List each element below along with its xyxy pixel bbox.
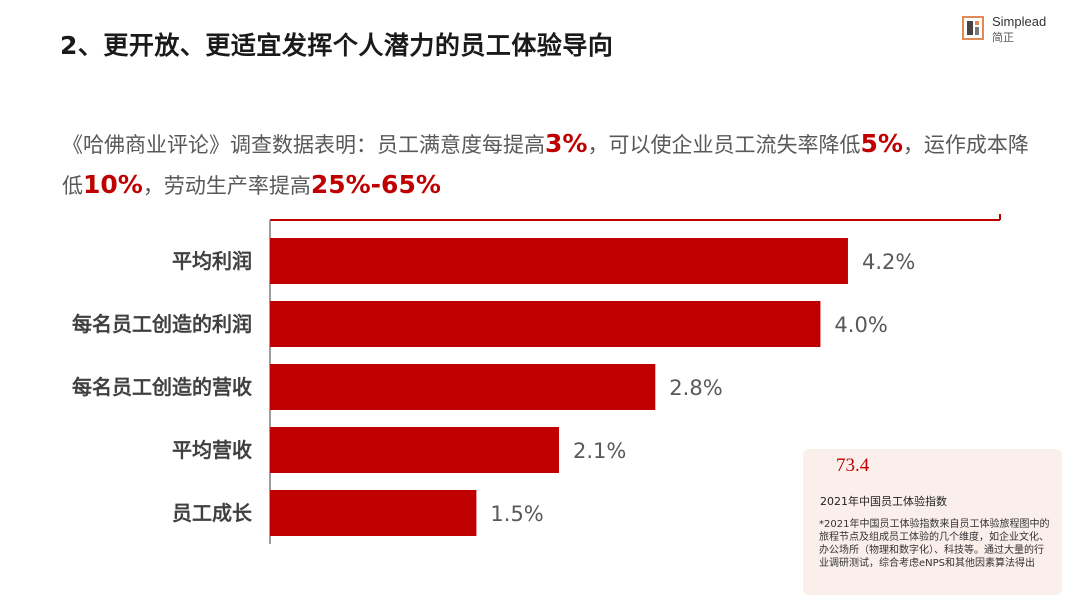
value-label: 1.5%	[490, 502, 543, 526]
simplead-logo-icon	[962, 16, 984, 40]
intro-highlight-figure: 5%	[860, 129, 903, 158]
brand-name-en: Simplead	[992, 14, 1047, 29]
bar-5	[270, 490, 477, 536]
intro-highlight-figure: 3%	[545, 129, 588, 158]
bar-1	[270, 238, 848, 284]
intro-highlight-figure: 25%-65%	[310, 170, 441, 199]
bar-3	[270, 364, 656, 410]
experience-index-note: *2021年中国员工体验指数来自员工体验旅程图中的旅程节点及组成员工体验的几个维…	[819, 519, 1050, 569]
brand-logo: Simplead 简正	[962, 14, 1052, 44]
value-label: 2.1%	[573, 439, 626, 463]
experience-index-value: 73.4	[836, 455, 870, 476]
intro-text-segment: ，运作成本降低	[62, 133, 1029, 198]
experience-index-caption: 2021年中国员工体验指数	[820, 495, 947, 508]
value-label: 2.8%	[669, 376, 722, 400]
category-label: 平均利润	[172, 249, 252, 273]
value-label: 4.0%	[834, 313, 887, 337]
category-label: 每名员工创造的营收	[72, 375, 252, 399]
category-label: 每名员工创造的利润	[72, 312, 252, 336]
brand-name-cn: 简正	[992, 31, 1014, 44]
intro-text-segment: ，劳动生产率提高	[142, 174, 311, 198]
bar-2	[270, 301, 821, 347]
category-label: 平均营收	[172, 438, 252, 462]
bar-4	[270, 427, 559, 473]
value-label: 4.2%	[862, 250, 915, 274]
experience-index-card: 73.4 2021年中国员工体验指数 *2021年中国员工体验指数来自员工体验旅…	[803, 449, 1062, 595]
intro-text-segment: 《哈佛商业评论》调查数据表明：员工满意度每提高	[62, 133, 545, 157]
intro-paragraph: 《哈佛商业评论》调查数据表明：员工满意度每提高3%，可以使企业员工流失率降低5%…	[62, 124, 1032, 206]
intro-highlight-figure: 10%	[83, 170, 143, 199]
page-title: 2、更开放、更适宜发挥个人潜力的员工体验导向	[60, 31, 614, 60]
category-label: 员工成长	[172, 501, 253, 525]
intro-text-segment: ，可以使企业员工流失率降低	[587, 133, 861, 157]
